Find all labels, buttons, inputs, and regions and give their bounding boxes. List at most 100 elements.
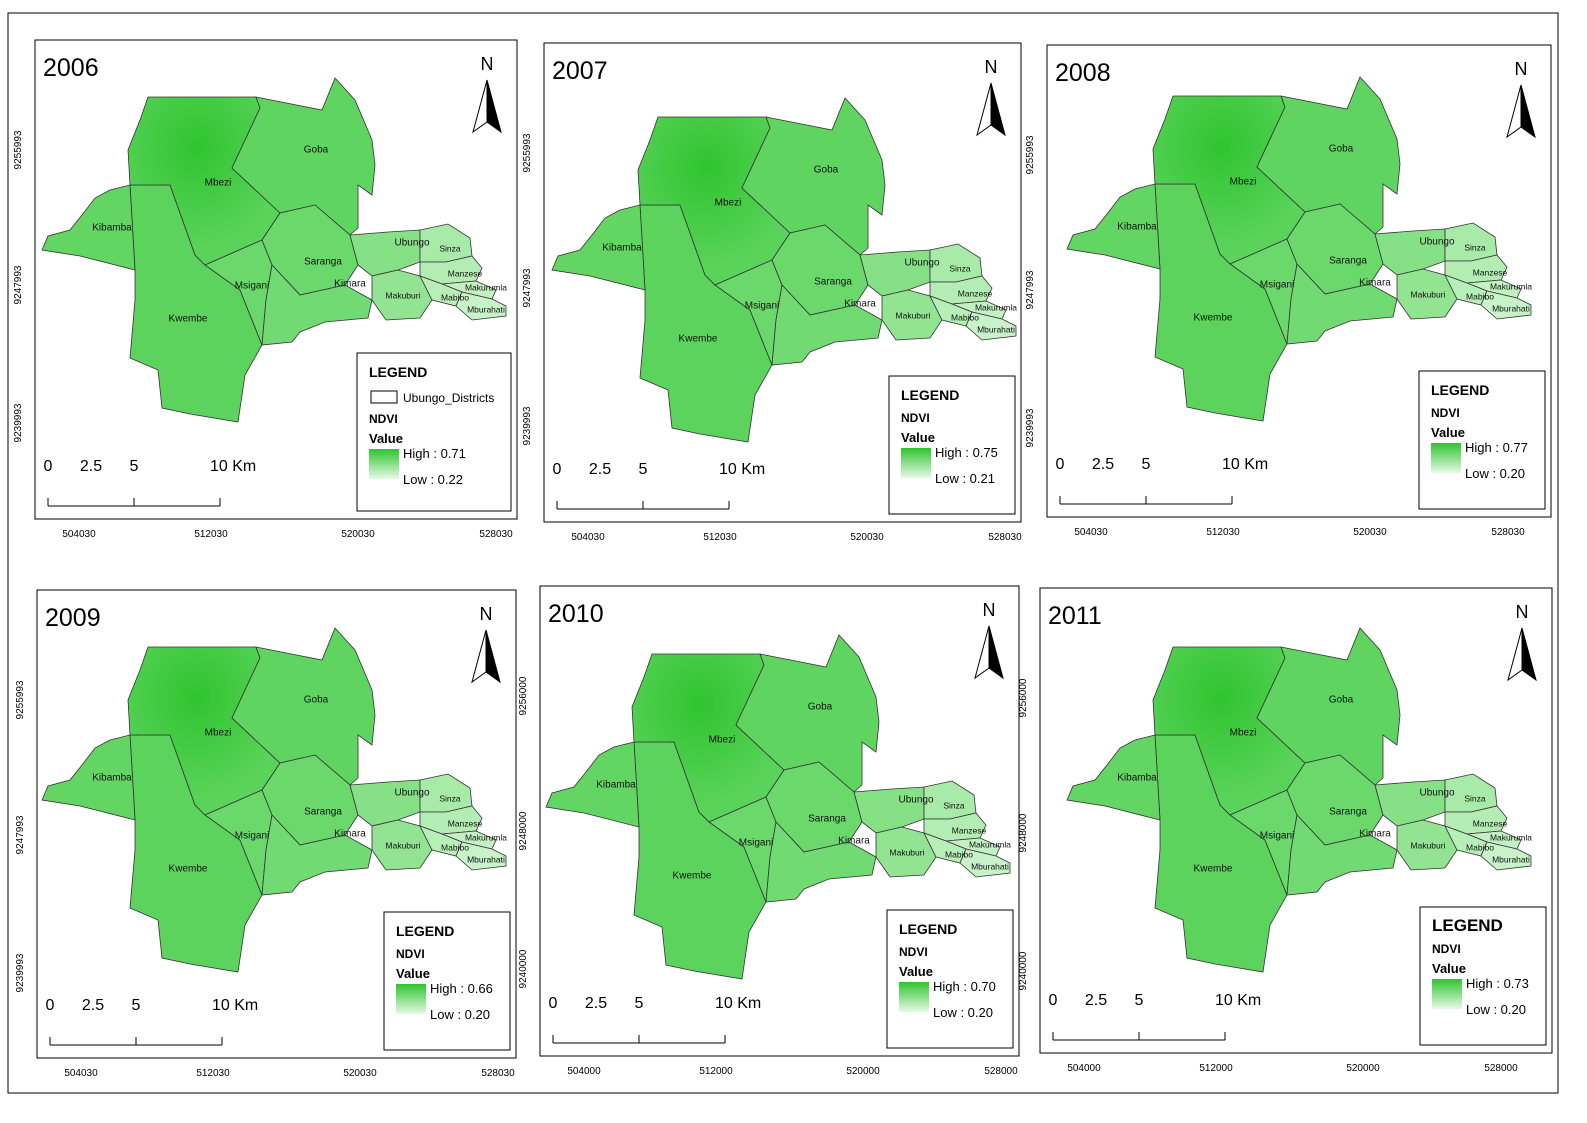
district-map: Goba Mbezi Kibamba Kwembe Msigani Saranga Kima… bbox=[545, 634, 1011, 980]
district-label: Msigani bbox=[739, 838, 773, 849]
scale-label: 5 bbox=[130, 458, 139, 475]
legend-field: NDVI bbox=[901, 411, 930, 425]
north-label: N bbox=[983, 600, 996, 620]
district-label: Makurumla bbox=[1490, 281, 1532, 291]
district-label: Ubungo bbox=[1419, 237, 1454, 248]
north-arrow-right bbox=[486, 79, 502, 134]
district-label: Mburahati bbox=[1492, 854, 1530, 864]
district-label: Msigani bbox=[235, 281, 269, 292]
district-label: Kwembe bbox=[679, 334, 718, 345]
scale-label: 10 Km bbox=[1222, 456, 1268, 473]
district-label: Kimara bbox=[838, 836, 870, 847]
district-label: Makurumla bbox=[975, 302, 1017, 312]
legend-box bbox=[1419, 906, 1547, 1046]
scale-label: 2.5 bbox=[80, 458, 102, 475]
district-label: Mabibo bbox=[951, 312, 979, 322]
legend-value-heading: Value bbox=[901, 430, 935, 445]
district-label: Msigani bbox=[235, 831, 269, 842]
scale-label: 5 bbox=[639, 461, 648, 478]
scale-label: 10 Km bbox=[715, 995, 761, 1012]
district-label: Mburahati bbox=[977, 324, 1015, 334]
district-label: Mburahati bbox=[971, 861, 1009, 871]
legend-box bbox=[383, 911, 511, 1051]
district-label: Mbezi bbox=[715, 198, 742, 209]
legend-low: Low : 0.20 bbox=[1466, 1002, 1526, 1017]
district-label: Makuburi bbox=[386, 840, 421, 850]
district-label: Kibamba bbox=[596, 780, 636, 791]
panel-year: 2008 bbox=[1055, 59, 1111, 87]
legend-value-heading: Value bbox=[369, 431, 403, 446]
district-label: Mbezi bbox=[1230, 177, 1257, 188]
legend-value-heading: Value bbox=[396, 966, 430, 981]
legend-box bbox=[886, 909, 1014, 1049]
district-label: Manzese bbox=[1473, 267, 1508, 277]
district-map: Goba Mbezi Kibamba Kwembe Msigani Saranga Kima… bbox=[1066, 627, 1532, 973]
district-label: Kwembe bbox=[1194, 313, 1233, 324]
district bbox=[545, 741, 640, 828]
district bbox=[1256, 76, 1401, 235]
y-coordinate: 9239993 bbox=[522, 406, 533, 445]
district-label: Msigani bbox=[745, 301, 779, 312]
y-coordinate: 9247993 bbox=[13, 265, 24, 304]
district bbox=[859, 249, 931, 297]
x-coordinate: 528030 bbox=[988, 532, 1022, 543]
y-coordinate: 9240000 bbox=[1018, 951, 1029, 990]
district-label: Kibamba bbox=[602, 243, 642, 254]
scale-label: 5 bbox=[1135, 992, 1144, 1009]
scale-label: 10 Km bbox=[1215, 992, 1261, 1009]
y-coordinate: 9248000 bbox=[1018, 813, 1029, 852]
district bbox=[1396, 819, 1458, 871]
district bbox=[371, 269, 433, 321]
x-coordinate: 504030 bbox=[62, 529, 96, 540]
map-panel: Goba Mbezi Kibamba Kwembe Msigani Saranga Kima… bbox=[518, 585, 1020, 1077]
y-coordinate: 9256000 bbox=[518, 676, 529, 715]
scale-label: 2.5 bbox=[1092, 456, 1114, 473]
district bbox=[1256, 627, 1401, 786]
legend-title: LEGEND bbox=[1431, 382, 1489, 398]
district-label: Kibamba bbox=[92, 773, 132, 784]
district bbox=[741, 97, 886, 256]
district bbox=[771, 284, 883, 366]
x-coordinate: 520000 bbox=[846, 1066, 880, 1077]
legend-low: Low : 0.21 bbox=[935, 471, 995, 486]
scale-label: 0 bbox=[549, 995, 558, 1012]
map-panel: Goba Mbezi Kibamba Kwembe Msigani Saranga Kima… bbox=[1025, 44, 1552, 538]
legend-gradient bbox=[1432, 979, 1462, 1009]
district bbox=[455, 841, 507, 871]
legend-high: High : 0.73 bbox=[1466, 976, 1529, 991]
panel-year: 2011 bbox=[1048, 602, 1102, 630]
panel-year: 2009 bbox=[45, 604, 101, 632]
district-label: Makurumla bbox=[1490, 832, 1532, 842]
district-label: Makurumla bbox=[465, 282, 507, 292]
north-label: N bbox=[1515, 59, 1528, 79]
scale-label: 5 bbox=[1142, 456, 1151, 473]
legend-title: LEGEND bbox=[369, 364, 427, 380]
x-coordinate: 528000 bbox=[984, 1066, 1018, 1077]
district-label: Mbezi bbox=[709, 735, 736, 746]
legend-field: NDVI bbox=[1431, 406, 1460, 420]
district-label: Sinza bbox=[1464, 793, 1486, 803]
district-label: Kibamba bbox=[1117, 222, 1157, 233]
scale-label: 2.5 bbox=[585, 995, 607, 1012]
legend-high: High : 0.66 bbox=[430, 981, 493, 996]
y-coordinate: 9247993 bbox=[1025, 270, 1036, 309]
x-coordinate: 504000 bbox=[1067, 1063, 1101, 1074]
district-label: Kimara bbox=[1359, 278, 1391, 289]
north-arrow-right bbox=[1520, 84, 1536, 139]
district-label: Mabibo bbox=[441, 842, 469, 852]
district-map: Goba Mbezi Kibamba Kwembe Msigani Saranga Kima… bbox=[41, 77, 507, 423]
district-label: Ubungo bbox=[904, 258, 939, 269]
district-label: Mbezi bbox=[1230, 728, 1257, 739]
district-label: Ubungo bbox=[1419, 788, 1454, 799]
x-coordinate: 504030 bbox=[571, 532, 605, 543]
district bbox=[959, 848, 1011, 878]
x-coordinate: 512000 bbox=[1199, 1063, 1233, 1074]
x-coordinate: 520000 bbox=[1346, 1063, 1380, 1074]
district bbox=[1480, 290, 1532, 320]
y-coordinate: 9239993 bbox=[1025, 408, 1036, 447]
district-label: Manzese bbox=[958, 288, 993, 298]
legend-title: LEGEND bbox=[1432, 916, 1503, 935]
district-label: Sinza bbox=[1464, 242, 1486, 252]
district-label: Makuburi bbox=[1411, 840, 1446, 850]
district-label: Sinza bbox=[949, 263, 971, 273]
